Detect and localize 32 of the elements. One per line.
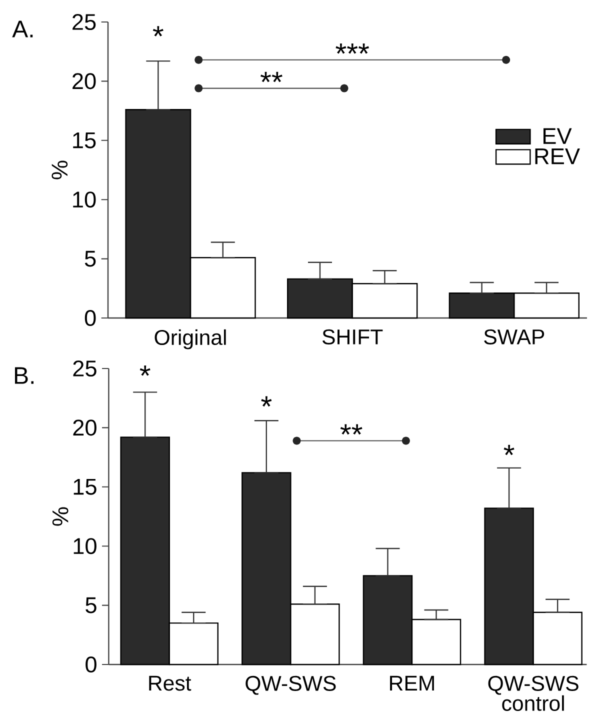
chart-title: A.: [12, 20, 33, 38]
x-tick-label: QW-SWS: [246, 676, 336, 695]
y-tick-label: 5: [86, 597, 96, 614]
legend-label: REV: [535, 148, 580, 164]
annotation: *: [504, 444, 514, 456]
y-tick-label: 20: [72, 73, 96, 90]
y-tick-label: 20: [73, 420, 96, 436]
x-tick-label: SWAP: [484, 329, 544, 344]
y-tick-label: 0: [86, 656, 96, 673]
y-tick-label: 25: [72, 14, 96, 30]
chart-title: B.: [14, 367, 34, 384]
y-tick-label: 5: [84, 250, 96, 267]
y-tick-label: 15: [73, 132, 96, 148]
y-tick-label: 10: [73, 192, 96, 208]
annotation: **: [340, 424, 362, 435]
y-tick-label: 10: [74, 538, 96, 554]
legend-label: EV: [544, 128, 572, 144]
x-tick-label: Original: [154, 329, 226, 350]
annotation: *: [140, 366, 150, 376]
y-axis-title: %: [52, 507, 68, 526]
annotation: **: [260, 72, 282, 82]
y-axis-title: %: [52, 160, 68, 180]
y-tick-label: 25: [73, 360, 96, 377]
x-tick-label: Rest: [149, 676, 192, 691]
x-tick-label: SHIFT: [322, 329, 383, 344]
y-tick-label: 15: [74, 478, 96, 495]
annotation: *: [261, 396, 272, 407]
y-tick-label: 0: [84, 310, 96, 326]
annotation: *: [152, 26, 164, 36]
x-tick-label: QW-SWS control: [488, 676, 578, 711]
x-tick-label: REM: [390, 676, 434, 691]
annotation: ***: [336, 43, 370, 54]
